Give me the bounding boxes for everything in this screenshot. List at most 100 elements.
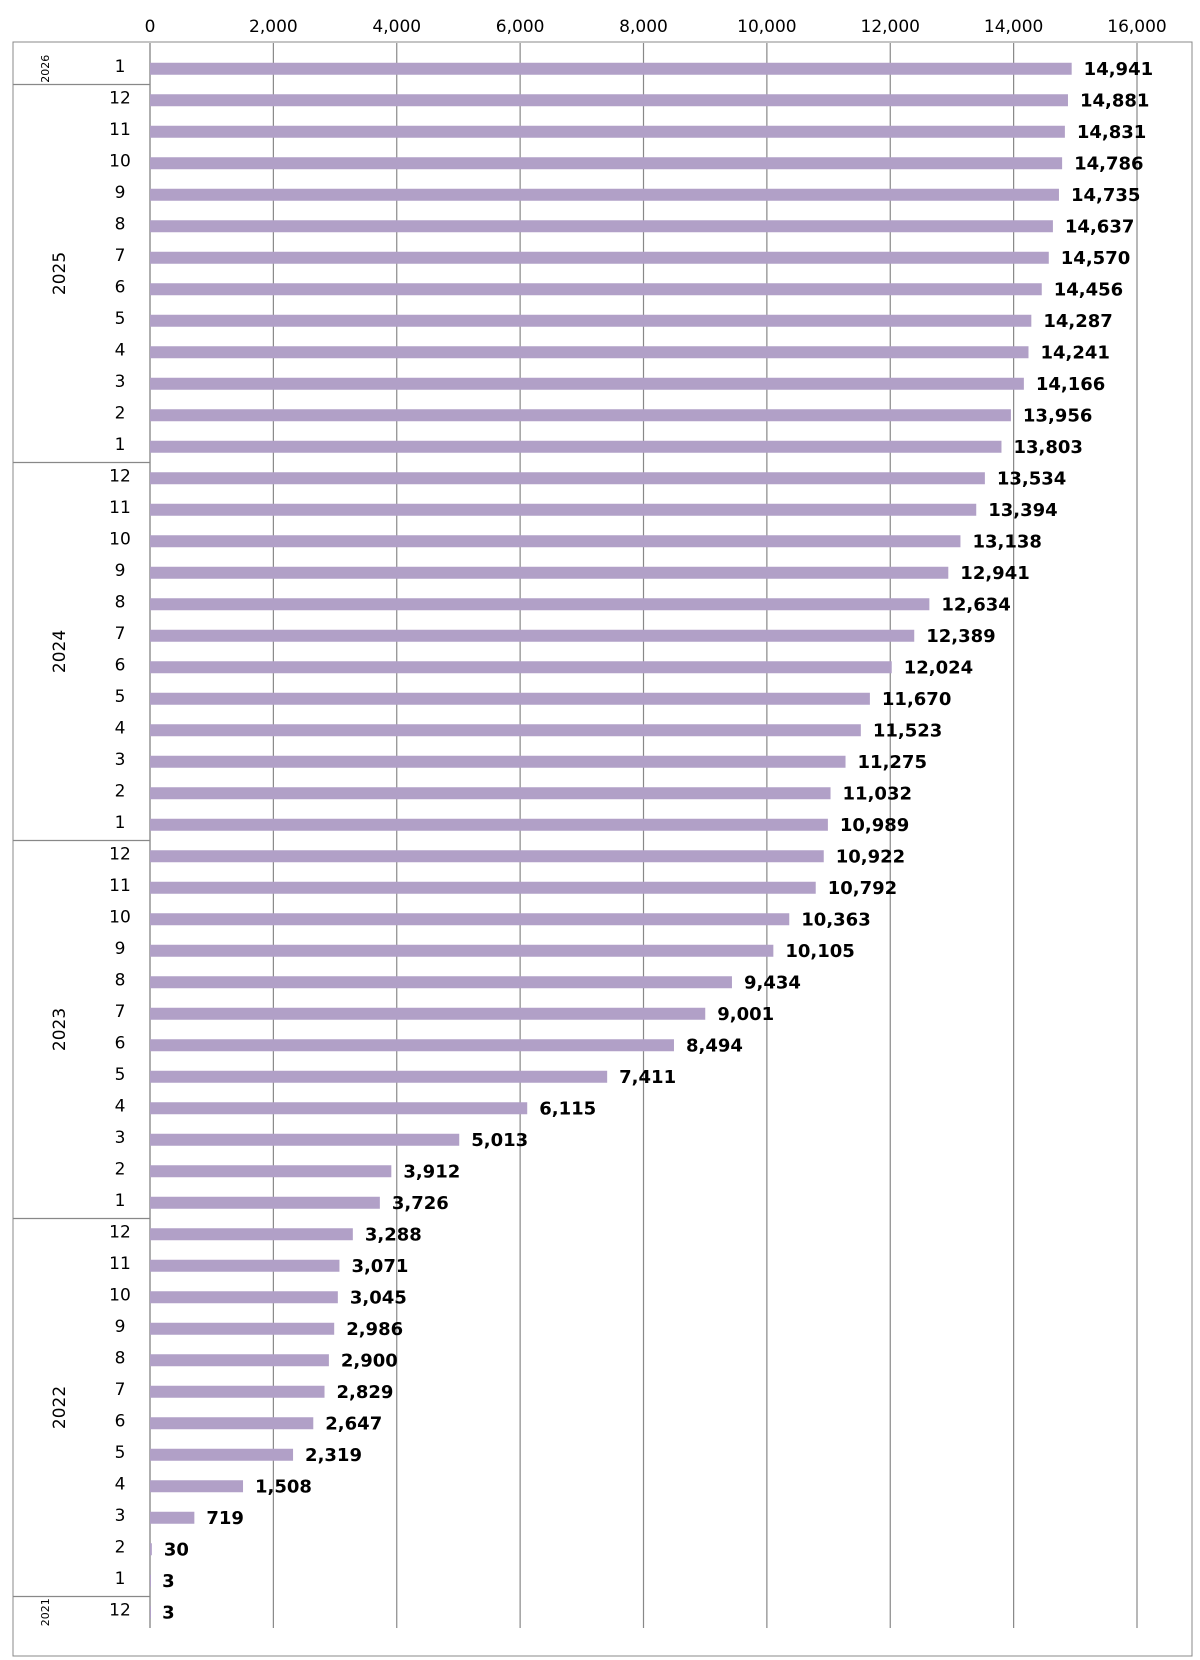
value-label: 2,829: [337, 1382, 394, 1403]
value-label: 14,287: [1043, 311, 1112, 332]
value-label: 14,941: [1084, 59, 1153, 80]
bar: [150, 535, 961, 548]
group-label: 2021: [39, 1598, 52, 1626]
value-label: 9,434: [744, 972, 801, 993]
value-label: 7,411: [619, 1067, 676, 1088]
x-tick-label: 16,000: [1107, 17, 1166, 37]
y-tick-label: 1: [115, 813, 126, 833]
y-tick-label: 5: [115, 309, 126, 329]
bar: [150, 1039, 674, 1052]
y-tick-label: 5: [115, 1065, 126, 1085]
x-tick-label: 6,000: [496, 17, 545, 37]
bar: [150, 1354, 329, 1367]
x-tick-label: 2,000: [249, 17, 298, 37]
group-label: 2022: [50, 1386, 70, 1429]
bar: [150, 566, 949, 579]
y-tick-label: 12: [109, 1222, 131, 1242]
y-tick-label: 6: [115, 277, 126, 297]
bar: [150, 1385, 325, 1398]
value-label: 2,986: [346, 1319, 403, 1340]
value-label: 14,166: [1036, 374, 1105, 395]
bar: [150, 1480, 244, 1493]
bar: [150, 724, 861, 737]
group-label: 2024: [50, 630, 70, 673]
y-tick-label: 7: [115, 246, 126, 266]
group-label: 2023: [50, 1008, 70, 1051]
y-tick-label: 10: [109, 907, 131, 927]
value-label: 11,523: [873, 720, 942, 741]
y-tick-label: 12: [109, 88, 131, 108]
value-label: 10,105: [785, 941, 854, 962]
value-label: 2,647: [325, 1413, 382, 1434]
bar: [150, 188, 1059, 201]
y-tick-label: 2: [115, 781, 126, 801]
value-label: 719: [206, 1508, 244, 1529]
bar: [150, 1259, 340, 1272]
y-tick-label: 11: [109, 1254, 131, 1274]
bar: [150, 1417, 314, 1430]
bar: [150, 314, 1032, 327]
x-tick-label: 0: [145, 17, 156, 37]
value-label: 10,363: [801, 909, 870, 930]
y-tick-label: 11: [109, 876, 131, 896]
value-label: 14,456: [1054, 279, 1123, 300]
value-label: 13,956: [1023, 405, 1092, 426]
value-label: 14,570: [1061, 248, 1130, 269]
y-tick-label: 2: [115, 1159, 126, 1179]
y-tick-label: 8: [115, 214, 126, 234]
y-tick-label: 3: [115, 372, 126, 392]
bar: [150, 913, 790, 926]
y-tick-label: 3: [115, 750, 126, 770]
bar: [150, 1228, 353, 1241]
y-tick-label: 8: [115, 970, 126, 990]
y-tick-label: 6: [115, 655, 126, 675]
value-label: 13,138: [972, 531, 1041, 552]
group-label: 2025: [50, 252, 70, 295]
y-tick-label: 9: [115, 183, 126, 203]
bar: [150, 629, 915, 642]
bar: [150, 1322, 335, 1335]
bar: [150, 377, 1024, 390]
value-label: 3: [162, 1602, 175, 1623]
value-label: 10,792: [828, 878, 897, 899]
bar: [150, 1133, 460, 1146]
value-label: 12,634: [941, 594, 1010, 615]
value-label: 3: [162, 1571, 175, 1592]
y-tick-label: 5: [115, 687, 126, 707]
value-label: 5,013: [471, 1130, 528, 1151]
bar: [150, 1606, 151, 1619]
value-label: 3,288: [365, 1224, 422, 1245]
value-label: 12,024: [904, 657, 973, 678]
bar: [150, 1007, 706, 1020]
chart-frame: [12, 41, 1193, 1657]
value-label: 13,803: [1013, 437, 1082, 458]
y-tick-label: 10: [109, 529, 131, 549]
value-label: 10,922: [836, 846, 905, 867]
bar: [150, 976, 732, 989]
value-label: 3,912: [403, 1161, 460, 1182]
y-tick-label: 11: [109, 120, 131, 140]
y-tick-label: 10: [109, 151, 131, 171]
group-label: 2026: [39, 55, 52, 83]
y-tick-label: 12: [109, 844, 131, 864]
bar: [150, 283, 1042, 296]
value-label: 10,989: [840, 815, 909, 836]
x-tick-label: 8,000: [619, 17, 668, 37]
y-tick-label: 1: [115, 57, 126, 77]
y-tick-label: 12: [109, 466, 131, 486]
bar: [150, 409, 1011, 422]
y-tick-label: 9: [115, 561, 126, 581]
value-label: 14,241: [1040, 342, 1109, 363]
y-tick-label: 1: [115, 435, 126, 455]
bar: [150, 692, 870, 705]
value-label: 14,735: [1071, 185, 1140, 206]
value-label: 1,508: [255, 1476, 312, 1497]
y-tick-label: 1: [115, 1191, 126, 1211]
bar: [150, 1574, 151, 1587]
bar: [150, 1543, 152, 1556]
value-label: 9,001: [717, 1004, 774, 1025]
bar: [150, 1102, 528, 1115]
bar: [150, 755, 846, 768]
value-label: 12,941: [960, 563, 1029, 584]
x-tick-label: 10,000: [737, 17, 796, 37]
